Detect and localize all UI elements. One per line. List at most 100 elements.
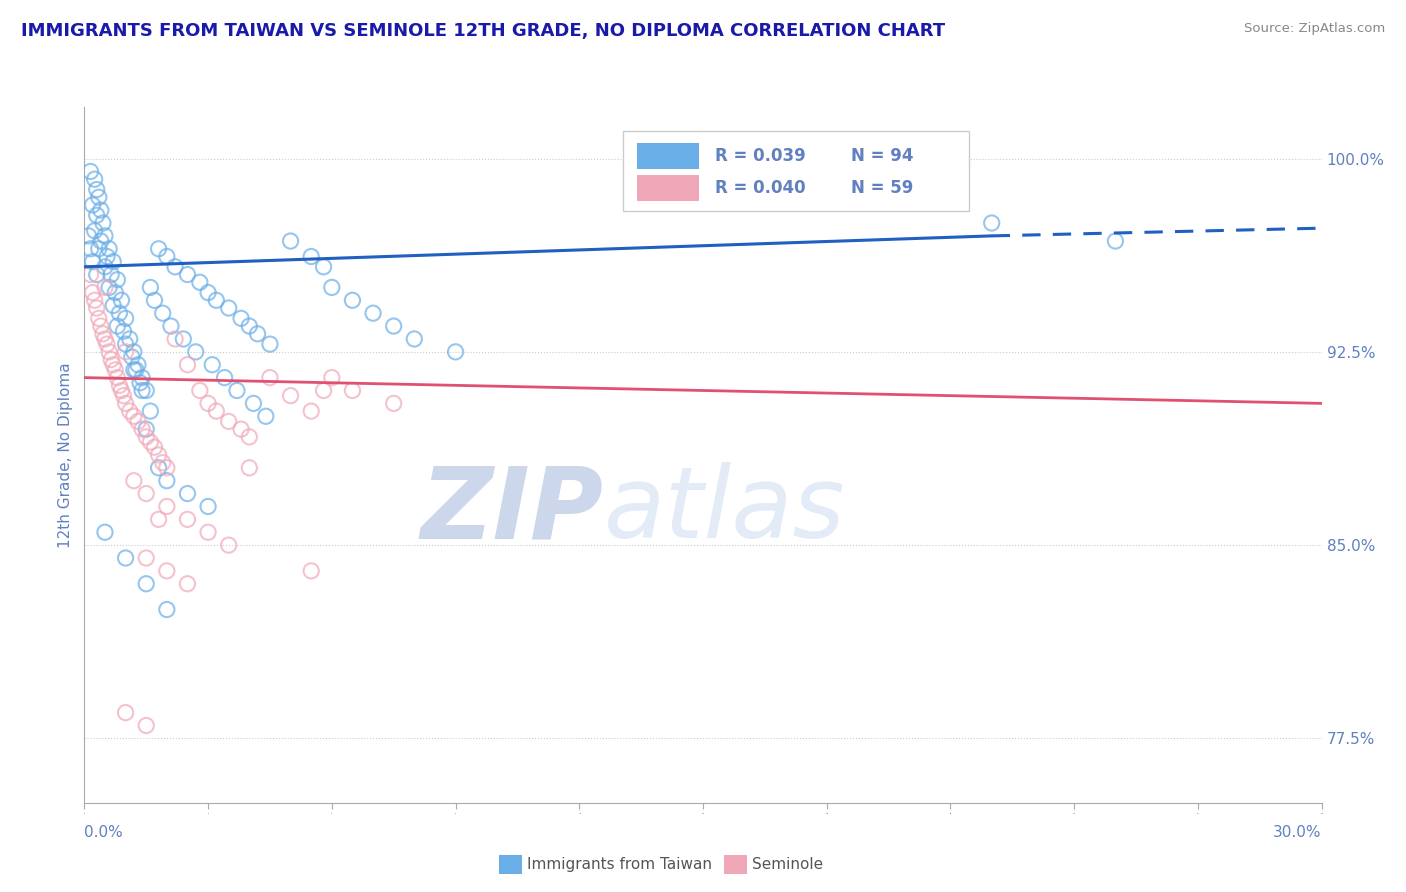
Point	[342, 293, 364, 308]
FancyBboxPatch shape	[623, 131, 969, 211]
Point	[100, 268, 122, 282]
Point	[184, 344, 207, 359]
Point	[201, 358, 224, 372]
Point	[108, 306, 131, 320]
Point	[98, 280, 121, 294]
Point	[94, 228, 117, 243]
Point	[135, 718, 157, 732]
Point	[188, 384, 211, 398]
Point	[165, 260, 187, 274]
Point	[77, 228, 100, 243]
Point	[361, 306, 384, 320]
Text: R = 0.039: R = 0.039	[716, 147, 806, 165]
Point	[259, 337, 281, 351]
Text: N = 94: N = 94	[852, 147, 914, 165]
Point	[148, 242, 170, 256]
Point	[135, 551, 157, 566]
Text: Immigrants from Taiwan: Immigrants from Taiwan	[527, 857, 713, 871]
Point	[127, 358, 149, 372]
Point	[238, 319, 260, 334]
Point	[135, 486, 157, 500]
Point	[79, 242, 101, 256]
Point	[156, 460, 179, 475]
Point	[139, 280, 162, 294]
Point	[94, 280, 117, 294]
Point	[96, 337, 118, 351]
Point	[121, 350, 143, 364]
Point	[82, 254, 104, 268]
Point	[205, 293, 228, 308]
Point	[254, 409, 277, 424]
Point	[129, 376, 152, 390]
Point	[114, 706, 136, 720]
Point	[86, 208, 108, 222]
Point	[103, 298, 125, 312]
Point	[259, 370, 281, 384]
Point	[103, 254, 125, 268]
Point	[197, 285, 219, 300]
Point	[156, 602, 179, 616]
Point	[214, 370, 236, 384]
Point	[312, 384, 335, 398]
Point	[87, 242, 110, 256]
Point	[79, 164, 101, 178]
Point	[321, 370, 343, 384]
Point	[86, 182, 108, 196]
Point	[105, 273, 128, 287]
Point	[104, 363, 127, 377]
Point	[218, 301, 240, 315]
Point	[299, 564, 322, 578]
Text: R = 0.040: R = 0.040	[716, 178, 806, 197]
Point	[112, 324, 135, 338]
Point	[91, 216, 114, 230]
Point	[86, 268, 108, 282]
Point	[165, 332, 187, 346]
Point	[176, 268, 198, 282]
Point	[118, 332, 141, 346]
Point	[188, 275, 211, 289]
Point	[246, 326, 269, 341]
Point	[135, 384, 157, 398]
Point	[404, 332, 426, 346]
Point	[82, 285, 104, 300]
Point	[110, 293, 132, 308]
Point	[238, 460, 260, 475]
Point	[299, 404, 322, 418]
Point	[176, 486, 198, 500]
Text: Source: ZipAtlas.com: Source: ZipAtlas.com	[1244, 22, 1385, 36]
Point	[90, 234, 112, 248]
Text: 30.0%: 30.0%	[1274, 825, 1322, 840]
Point	[112, 389, 135, 403]
Point	[280, 389, 302, 403]
Point	[139, 435, 162, 450]
Point	[135, 576, 157, 591]
Point	[83, 293, 105, 308]
Point	[118, 404, 141, 418]
Point	[148, 512, 170, 526]
Text: Seminole: Seminole	[752, 857, 824, 871]
Point	[91, 326, 114, 341]
Y-axis label: 12th Grade, No Diploma: 12th Grade, No Diploma	[58, 362, 73, 548]
Point	[382, 396, 405, 410]
FancyBboxPatch shape	[637, 143, 699, 169]
Point	[122, 344, 145, 359]
Point	[135, 422, 157, 436]
Text: ZIP: ZIP	[420, 462, 605, 559]
Point	[98, 344, 121, 359]
Point	[160, 319, 183, 334]
Point	[103, 358, 125, 372]
Point	[100, 352, 122, 367]
Point	[110, 384, 132, 398]
Point	[197, 396, 219, 410]
Point	[114, 396, 136, 410]
Point	[242, 396, 264, 410]
Point	[131, 422, 153, 436]
Point	[176, 576, 198, 591]
Point	[382, 319, 405, 334]
Point	[104, 285, 127, 300]
Point	[139, 404, 162, 418]
Point	[321, 280, 343, 294]
Point	[205, 404, 228, 418]
Point	[238, 430, 260, 444]
Point	[114, 551, 136, 566]
